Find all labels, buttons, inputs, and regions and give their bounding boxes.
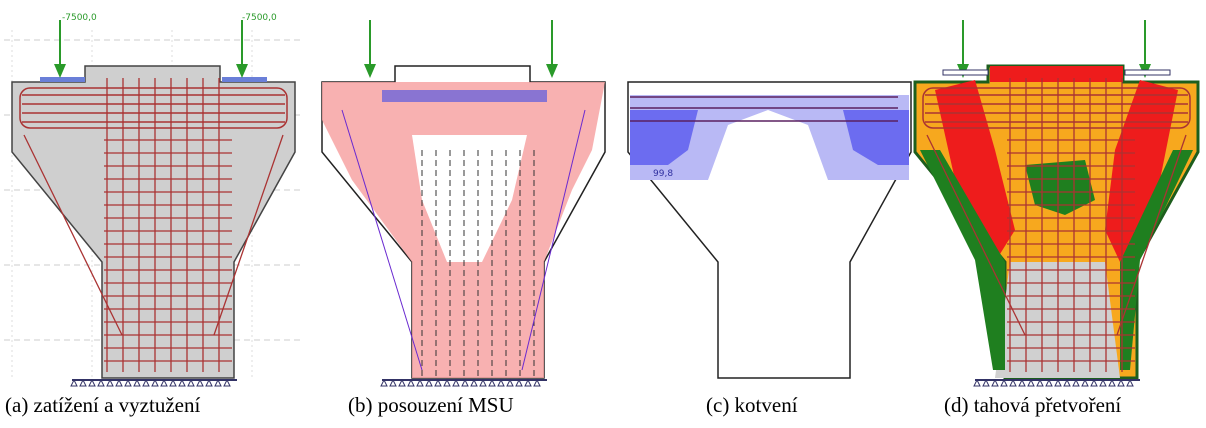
caption: (b) posouzení MSU <box>348 393 514 417</box>
compression <box>382 90 547 102</box>
load-arrowhead <box>546 64 558 78</box>
caption: (c) kotvení <box>706 393 798 417</box>
load-arrowhead <box>54 64 66 78</box>
caption: (a) zatížení a vyztužení <box>5 393 200 417</box>
value-label: 99,8 <box>653 169 673 179</box>
load-label: -7500,0 <box>242 13 277 23</box>
panel-c <box>628 82 911 378</box>
figure: -7500,0 -7500,0 99,8 (a) zatížení a vyzt… <box>0 0 1206 428</box>
load-label: -7500,0 <box>62 13 97 23</box>
caption: (d) tahová přetvoření <box>944 393 1121 417</box>
bearing <box>222 77 267 82</box>
bearing <box>1125 70 1170 75</box>
panel-d <box>915 20 1198 386</box>
load-arrowhead <box>236 64 248 78</box>
bearing <box>943 70 988 75</box>
panel-a <box>4 20 302 386</box>
panel-b <box>322 20 605 386</box>
load-arrowhead <box>364 64 376 78</box>
bearing <box>40 77 85 82</box>
